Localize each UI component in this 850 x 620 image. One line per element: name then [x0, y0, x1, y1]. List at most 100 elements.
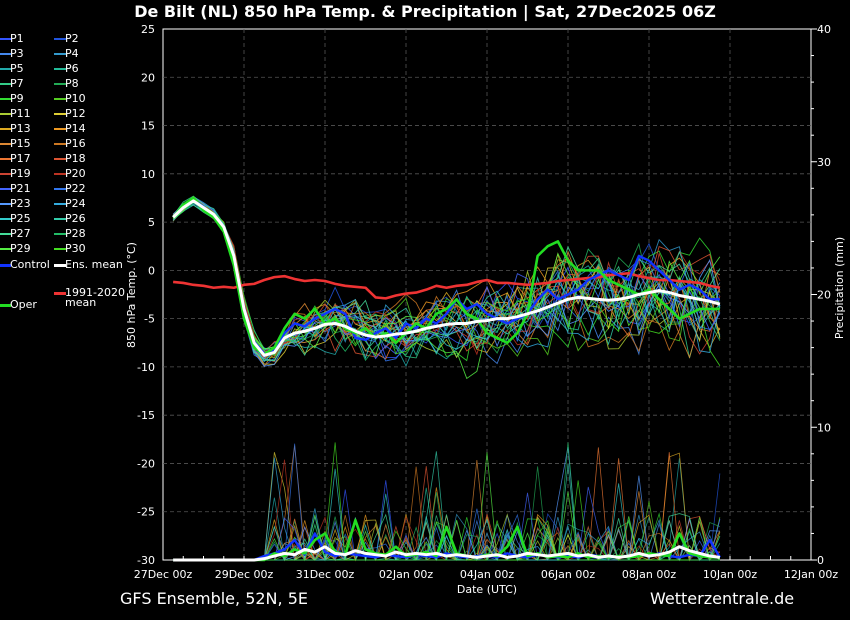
y-tick-label: 10 — [141, 168, 155, 181]
legend-label: P18 — [65, 152, 86, 165]
x-tick-label: 10Jan 00z — [703, 568, 757, 581]
legend-swatch — [54, 143, 66, 145]
series-temp-1991-2020-mean — [173, 271, 721, 300]
legend-label: 1991-2020 — [65, 286, 125, 299]
legend-swatch — [0, 218, 11, 220]
legend-swatch — [54, 292, 66, 295]
legend-label: P8 — [65, 77, 79, 90]
y-axis-label: 850 hPa Temp. (°C) — [125, 242, 138, 348]
y-tick-label: 0 — [148, 264, 155, 277]
legend-label: P19 — [10, 167, 31, 180]
member-temp-line-p25 — [172, 204, 721, 361]
y-axis-ticks: 25 20 15 10 5 0 -5 -10 -15 -20 -25 -30 — [137, 23, 155, 567]
chart-legend: P1 P2 P3 P4 P5 P6 P7 P8 P9 P10 P11 P12 P13 P14 P15 P16 P… — [0, 32, 125, 322]
legend-label: P2 — [65, 32, 79, 45]
legend-label: P3 — [10, 47, 24, 60]
legend-swatch — [0, 304, 11, 307]
legend-swatch — [54, 264, 66, 267]
x-tick-label: 31Dec 00z — [296, 568, 355, 581]
legend-label: P30 — [65, 242, 86, 255]
x-axis-label: Date (UTC) — [457, 583, 517, 596]
legend-swatch — [0, 68, 11, 70]
y2-tick-label: 20 — [817, 289, 831, 302]
grid-lines — [163, 29, 811, 560]
legend-swatch — [54, 173, 66, 175]
legend-label: P4 — [65, 47, 79, 60]
legend-swatch — [54, 68, 66, 70]
legend-label: Ens. mean — [65, 258, 123, 271]
main-series-lines — [172, 196, 721, 562]
model-label: GFS Ensemble, 52N, 5E — [120, 589, 308, 608]
x-tick-label: 04Jan 00z — [460, 568, 514, 581]
legend-label: P20 — [65, 167, 86, 180]
y-tick-label: 5 — [148, 216, 155, 229]
x-tick-label: 29Dec 00z — [215, 568, 274, 581]
y-tick-label: -15 — [137, 409, 155, 422]
legend-swatch — [0, 143, 11, 145]
y2-tick-label: 40 — [817, 23, 831, 36]
legend-swatch — [0, 113, 11, 115]
x-tick-label: 27Dec 00z — [134, 568, 193, 581]
legend-label: P28 — [65, 227, 86, 240]
y-tick-label: 20 — [141, 71, 155, 84]
legend-swatch — [0, 38, 11, 40]
legend-label: P6 — [65, 62, 79, 75]
y-tick-label: 15 — [141, 120, 155, 133]
legend-label: P24 — [65, 197, 86, 210]
y-tick-label: -20 — [137, 457, 155, 470]
legend-swatch — [54, 113, 66, 115]
legend-label: P9 — [10, 92, 24, 105]
y-tick-label: -10 — [137, 361, 155, 374]
legend-label: Oper — [10, 298, 37, 311]
legend-label: P27 — [10, 227, 31, 240]
y-tick-label: 25 — [141, 23, 155, 36]
x-tick-label: 08Jan 00z — [622, 568, 676, 581]
legend-swatch — [0, 173, 11, 175]
legend-label: P1 — [10, 32, 24, 45]
y-tick-label: -5 — [144, 313, 155, 326]
legend-swatch — [0, 233, 11, 235]
legend-swatch — [54, 218, 66, 220]
legend-label: P21 — [10, 182, 31, 195]
legend-label: P29 — [10, 242, 31, 255]
legend-swatch — [0, 128, 11, 130]
legend-label: P14 — [65, 122, 86, 135]
legend-label: P7 — [10, 77, 24, 90]
legend-swatch — [0, 203, 11, 205]
legend-label: P23 — [10, 197, 31, 210]
legend-swatch — [0, 264, 11, 267]
legend-swatch — [54, 83, 66, 85]
legend-label: P12 — [65, 107, 86, 120]
legend-label: Control — [10, 258, 50, 271]
legend-swatch — [54, 158, 66, 160]
chart-title: De Bilt (NL) 850 hPa Temp. & Precipitati… — [134, 2, 716, 21]
legend-label: P10 — [65, 92, 86, 105]
legend-swatch — [0, 248, 11, 250]
y2-tick-label: 10 — [817, 421, 831, 434]
legend-label: P26 — [65, 212, 86, 225]
legend-swatch — [54, 203, 66, 205]
legend-swatch — [54, 128, 66, 130]
legend-swatch — [0, 188, 11, 190]
legend-swatch — [54, 233, 66, 235]
legend-swatch — [0, 53, 11, 55]
x-tick-label: 12Jan 00z — [784, 568, 838, 581]
member-temp-line-p30 — [172, 195, 721, 367]
legend-label-clim-mean-line2: mean — [65, 296, 97, 309]
legend-swatch — [54, 248, 66, 250]
x-tick-label: 06Jan 00z — [541, 568, 595, 581]
legend-label: P5 — [10, 62, 24, 75]
legend-label: P17 — [10, 152, 31, 165]
legend-label: P22 — [65, 182, 86, 195]
member-temp-line-p29 — [172, 199, 721, 380]
y-tick-label: -30 — [137, 554, 155, 567]
series-temp-ens-mean — [172, 199, 721, 357]
x-tick-label: 02Jan 00z — [379, 568, 433, 581]
legend-label: P11 — [10, 107, 31, 120]
legend-swatch — [0, 83, 11, 85]
legend-swatch — [54, 98, 66, 100]
y2-tick-label: 30 — [817, 156, 831, 169]
y2-axis-label: Precipitation (mm) — [833, 237, 846, 339]
legend-label: P15 — [10, 137, 31, 150]
